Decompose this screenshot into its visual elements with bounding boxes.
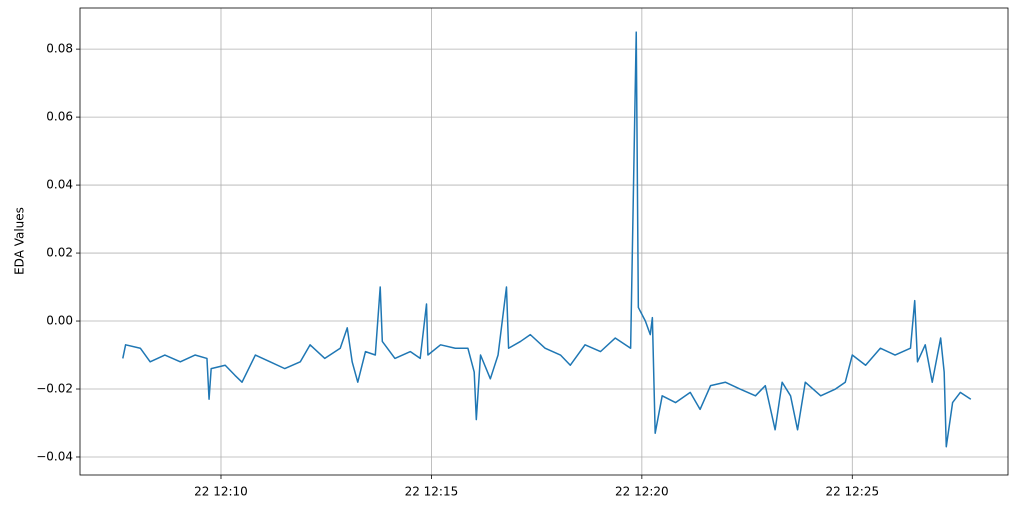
x-tick-label: 22 12:15: [405, 485, 459, 499]
y-tick-label: 0.04: [46, 178, 73, 192]
y-tick-label: 0.00: [46, 314, 73, 328]
y-tick-label: −0.02: [36, 382, 73, 396]
y-tick-label: 0.06: [46, 110, 73, 124]
x-tick-label: 22 12:25: [825, 485, 879, 499]
plot-frame: [79, 7, 1009, 476]
x-tick-label: 22 12:20: [615, 485, 669, 499]
x-tick-label: 22 12:10: [194, 485, 248, 499]
data-line: [122, 31, 972, 448]
y-tick-label: 0.08: [46, 42, 73, 56]
y-tick-label: 0.02: [46, 246, 73, 260]
y-axis-label: EDA Values: [13, 207, 27, 275]
y-tick-label: −0.04: [36, 449, 73, 463]
